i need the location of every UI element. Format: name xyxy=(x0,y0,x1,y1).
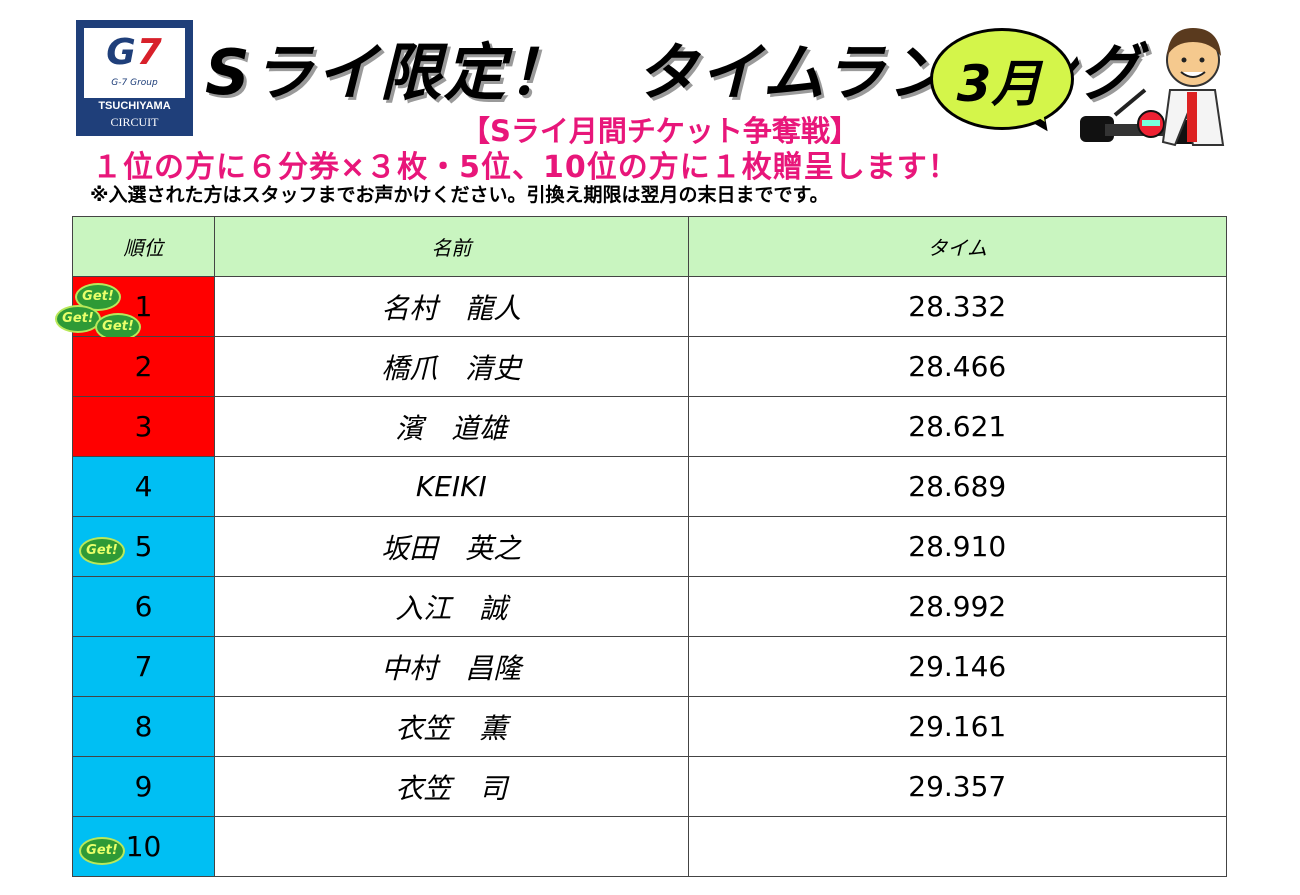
table-row: 6 入江 誠 28.992 xyxy=(71,576,1228,637)
lap-time-cell: 28.466 xyxy=(687,336,1228,397)
driver-name-cell: 中村 昌隆 xyxy=(214,636,689,697)
header-name: 名前 xyxy=(214,216,689,277)
table-row: 7 中村 昌隆 29.146 xyxy=(71,636,1228,697)
rank-cell: 4 xyxy=(71,456,216,517)
rank-number: 2 xyxy=(134,350,153,383)
rank-number: 8 xyxy=(134,710,153,743)
logo-sub: CIRCUIT xyxy=(110,115,159,129)
rank-number: 10 xyxy=(125,830,162,863)
driver-name-cell: 名村 龍人 xyxy=(214,276,689,337)
table-header-row: 順位 名前 タイム xyxy=(71,216,1228,277)
lap-time-cell: 29.161 xyxy=(687,696,1228,757)
header-time: タイム xyxy=(687,216,1228,277)
driver-name-cell: KEIKI xyxy=(214,456,689,517)
rank-number: 7 xyxy=(134,650,153,683)
lap-time-cell: 28.332 xyxy=(687,276,1228,337)
g7-logo-mark: G7 G-7 Group xyxy=(84,28,185,98)
rank-cell: 7 xyxy=(71,636,216,697)
rank-cell: Get! 5 xyxy=(71,516,216,577)
table-row: 8 衣笠 薫 29.161 xyxy=(71,696,1228,757)
driver-mascot-icon xyxy=(1080,28,1225,147)
table-row: Get! 5 坂田 英之 28.910 xyxy=(71,516,1228,577)
lap-time-cell: 28.689 xyxy=(687,456,1228,517)
rank-number: 9 xyxy=(134,770,153,803)
table-row: Get! 10 xyxy=(71,816,1228,877)
lap-time-cell: 29.146 xyxy=(687,636,1228,697)
note-text: ※入選された方はスタッフまでお声かけください。引換え期限は翌月の末日までです。 xyxy=(90,184,829,206)
lap-time-cell: 29.357 xyxy=(687,756,1228,817)
g7-group-text: G-7 Group xyxy=(111,78,158,88)
table-row: 3 濱 道雄 28.621 xyxy=(71,396,1228,457)
rank-cell: Get! 10 xyxy=(71,816,216,877)
rank-cell: 2 xyxy=(71,336,216,397)
driver-name-cell: 濱 道雄 xyxy=(214,396,689,457)
lap-time-cell: 28.621 xyxy=(687,396,1228,457)
driver-name-cell: 橋爪 清史 xyxy=(214,336,689,397)
table-row: 4 KEIKI 28.689 xyxy=(71,456,1228,517)
header-rank: 順位 xyxy=(71,216,216,277)
driver-name-cell: 衣笠 司 xyxy=(214,756,689,817)
table-row: 2 橋爪 清史 28.466 xyxy=(71,336,1228,397)
driver-name-cell: 入江 誠 xyxy=(214,576,689,637)
rank-number: 4 xyxy=(134,470,153,503)
get-badge-icon: Get! xyxy=(55,305,101,333)
rank-cell: 9 xyxy=(71,756,216,817)
month-bubble xyxy=(930,28,1074,130)
ranking-table: 順位 名前 タイム Get! Get! Get! 1 名村 龍人 28.332 2 橋爪 清史… xyxy=(55,216,1228,877)
rank-number: 6 xyxy=(134,590,153,623)
month-label: 3月 xyxy=(956,55,1042,113)
lap-time-cell xyxy=(687,816,1228,877)
table-row: 9 衣笠 司 29.357 xyxy=(71,756,1228,817)
tsuchiyama-circuit-logo: G7 G-7 Group TSUCHIYAMA CIRCUIT xyxy=(76,20,193,136)
rank-cell: 8 xyxy=(71,696,216,757)
rank-number: 5 xyxy=(134,530,153,563)
driver-name-cell xyxy=(214,816,689,877)
g7-mark: G7 xyxy=(106,32,163,73)
rank-cell: 3 xyxy=(71,396,216,457)
logo-name: TSUCHIYAMA xyxy=(98,100,171,112)
table-row: Get! Get! Get! 1 名村 龍人 28.332 xyxy=(55,276,1228,341)
lap-time-cell: 28.910 xyxy=(687,516,1228,577)
ranking-rows: Get! Get! Get! 1 名村 龍人 28.332 2 橋爪 清史 28.466 3 濱 道… xyxy=(55,276,1228,877)
rank-cell: 6 xyxy=(71,576,216,637)
rank-cell: Get! Get! Get! 1 xyxy=(55,276,216,341)
driver-name-cell: 坂田 英之 xyxy=(214,516,689,577)
driver-name-cell: 衣笠 薫 xyxy=(214,696,689,757)
rank-number: 1 xyxy=(134,290,153,323)
campaign-heading: 【Sライ月間チケット争奪戦】 xyxy=(461,114,859,148)
prize-text: １位の方に６分券×３枚・5位、10位の方に１枚贈呈します！ xyxy=(92,150,959,185)
get-badge-icon: Get! xyxy=(79,837,125,865)
rank-number: 3 xyxy=(134,410,153,443)
get-badge-icon: Get! xyxy=(79,537,125,565)
lap-time-cell: 28.992 xyxy=(687,576,1228,637)
